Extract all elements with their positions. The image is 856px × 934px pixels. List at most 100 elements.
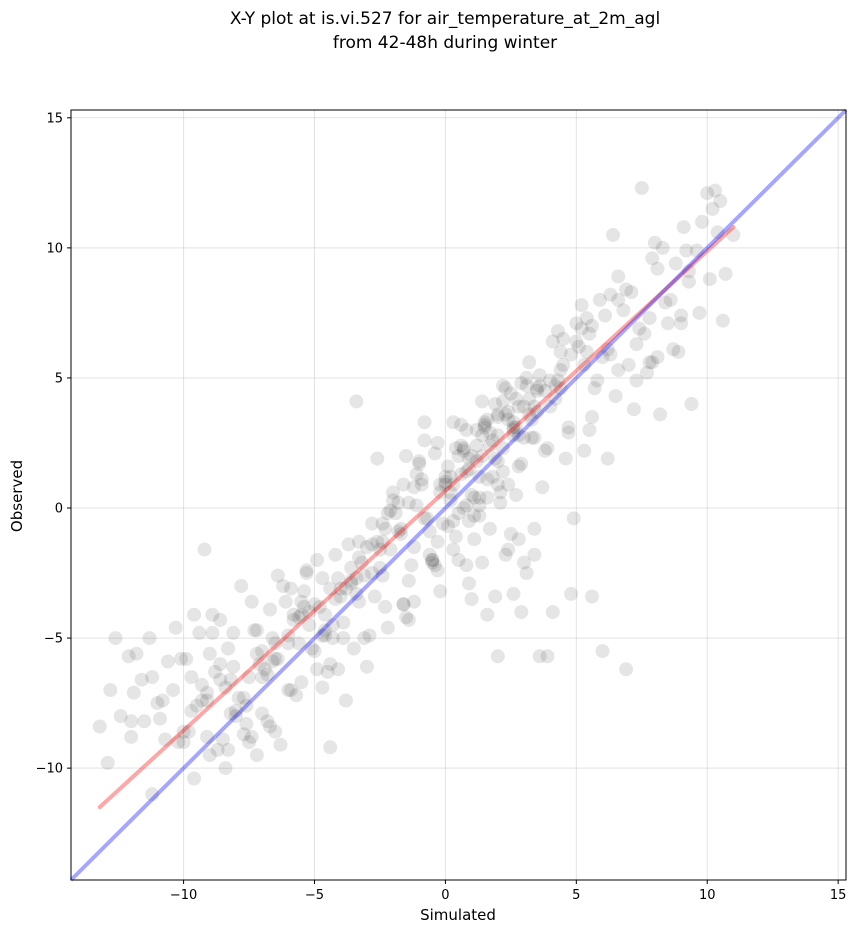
chart-title-line1: X-Y plot at is.vi.527 for air_temperatur… — [230, 9, 660, 29]
data-point — [548, 378, 563, 393]
data-point — [268, 636, 283, 651]
data-point — [386, 493, 400, 508]
data-point — [336, 615, 351, 630]
data-point — [378, 521, 393, 536]
data-point — [315, 628, 330, 643]
data-point — [509, 488, 524, 502]
data-point — [490, 428, 505, 443]
data-point — [265, 654, 280, 669]
data-point — [407, 594, 421, 609]
data-point — [341, 537, 356, 552]
data-point — [380, 506, 395, 521]
data-point — [417, 415, 432, 430]
data-point — [393, 527, 408, 541]
data-point — [380, 620, 395, 635]
data-point — [524, 412, 539, 427]
data-point — [420, 511, 435, 526]
data-point — [517, 430, 531, 445]
data-point — [443, 469, 458, 484]
data-point — [171, 735, 186, 750]
data-point — [681, 274, 696, 289]
data-point — [315, 680, 330, 695]
data-point — [268, 724, 283, 739]
data-point — [624, 285, 639, 300]
data-point — [674, 308, 689, 323]
data-point — [228, 703, 243, 718]
data-point — [359, 540, 374, 554]
grid-lines — [71, 110, 846, 880]
data-point — [276, 579, 291, 593]
data-point — [629, 373, 644, 388]
data-point — [187, 771, 202, 786]
data-point — [281, 628, 296, 643]
data-point — [200, 685, 215, 700]
data-point — [260, 714, 275, 729]
data-point — [438, 475, 453, 489]
data-point — [564, 347, 579, 362]
data-point — [249, 623, 264, 638]
data-point — [650, 350, 665, 365]
data-point — [619, 282, 634, 297]
data-point — [446, 514, 461, 528]
data-point — [365, 566, 380, 580]
data-point — [480, 607, 495, 622]
data-point — [569, 334, 584, 349]
data-point — [708, 183, 723, 198]
data-point — [346, 641, 361, 656]
data-point — [365, 516, 380, 531]
data-point — [477, 417, 492, 432]
data-point — [577, 357, 592, 372]
data-point — [611, 269, 626, 284]
data-point — [540, 649, 555, 664]
data-point — [556, 331, 571, 346]
data-point — [221, 641, 236, 656]
data-point — [569, 316, 584, 331]
data-point — [365, 537, 380, 552]
data-point — [532, 378, 547, 393]
y-tick-label: −10 — [36, 762, 63, 777]
data-point — [283, 581, 298, 596]
data-point — [299, 563, 314, 578]
data-point — [454, 417, 469, 432]
data-point — [663, 292, 678, 307]
data-point — [558, 451, 573, 466]
data-point — [202, 748, 217, 763]
data-point — [142, 631, 157, 646]
data-point — [265, 631, 280, 646]
data-point — [637, 326, 652, 341]
data-point — [200, 693, 215, 708]
data-point — [472, 469, 487, 484]
data-point — [252, 657, 267, 672]
data-point — [226, 659, 241, 674]
data-point — [485, 433, 500, 448]
data-point — [498, 381, 513, 396]
data-point — [124, 714, 139, 729]
data-point — [236, 727, 251, 742]
data-point — [503, 527, 518, 541]
data-point — [490, 454, 505, 469]
data-point — [391, 495, 406, 510]
data-point — [427, 446, 442, 461]
data-point — [661, 316, 675, 331]
data-points — [92, 181, 741, 802]
data-point — [375, 534, 390, 549]
data-point — [443, 485, 458, 500]
data-point — [501, 542, 516, 557]
data-point — [331, 571, 346, 586]
data-point — [566, 511, 581, 526]
data-point — [184, 670, 199, 685]
identity-line — [69, 108, 848, 882]
data-point — [616, 303, 631, 318]
data-point — [695, 214, 709, 229]
data-point — [414, 472, 429, 487]
data-point — [702, 272, 717, 287]
data-point — [493, 495, 508, 510]
data-point — [642, 311, 657, 326]
data-point — [503, 386, 518, 401]
data-point — [718, 266, 733, 281]
data-point — [475, 394, 490, 409]
data-point — [325, 631, 340, 646]
data-point — [490, 477, 505, 492]
x-tick-label: 15 — [830, 888, 847, 903]
